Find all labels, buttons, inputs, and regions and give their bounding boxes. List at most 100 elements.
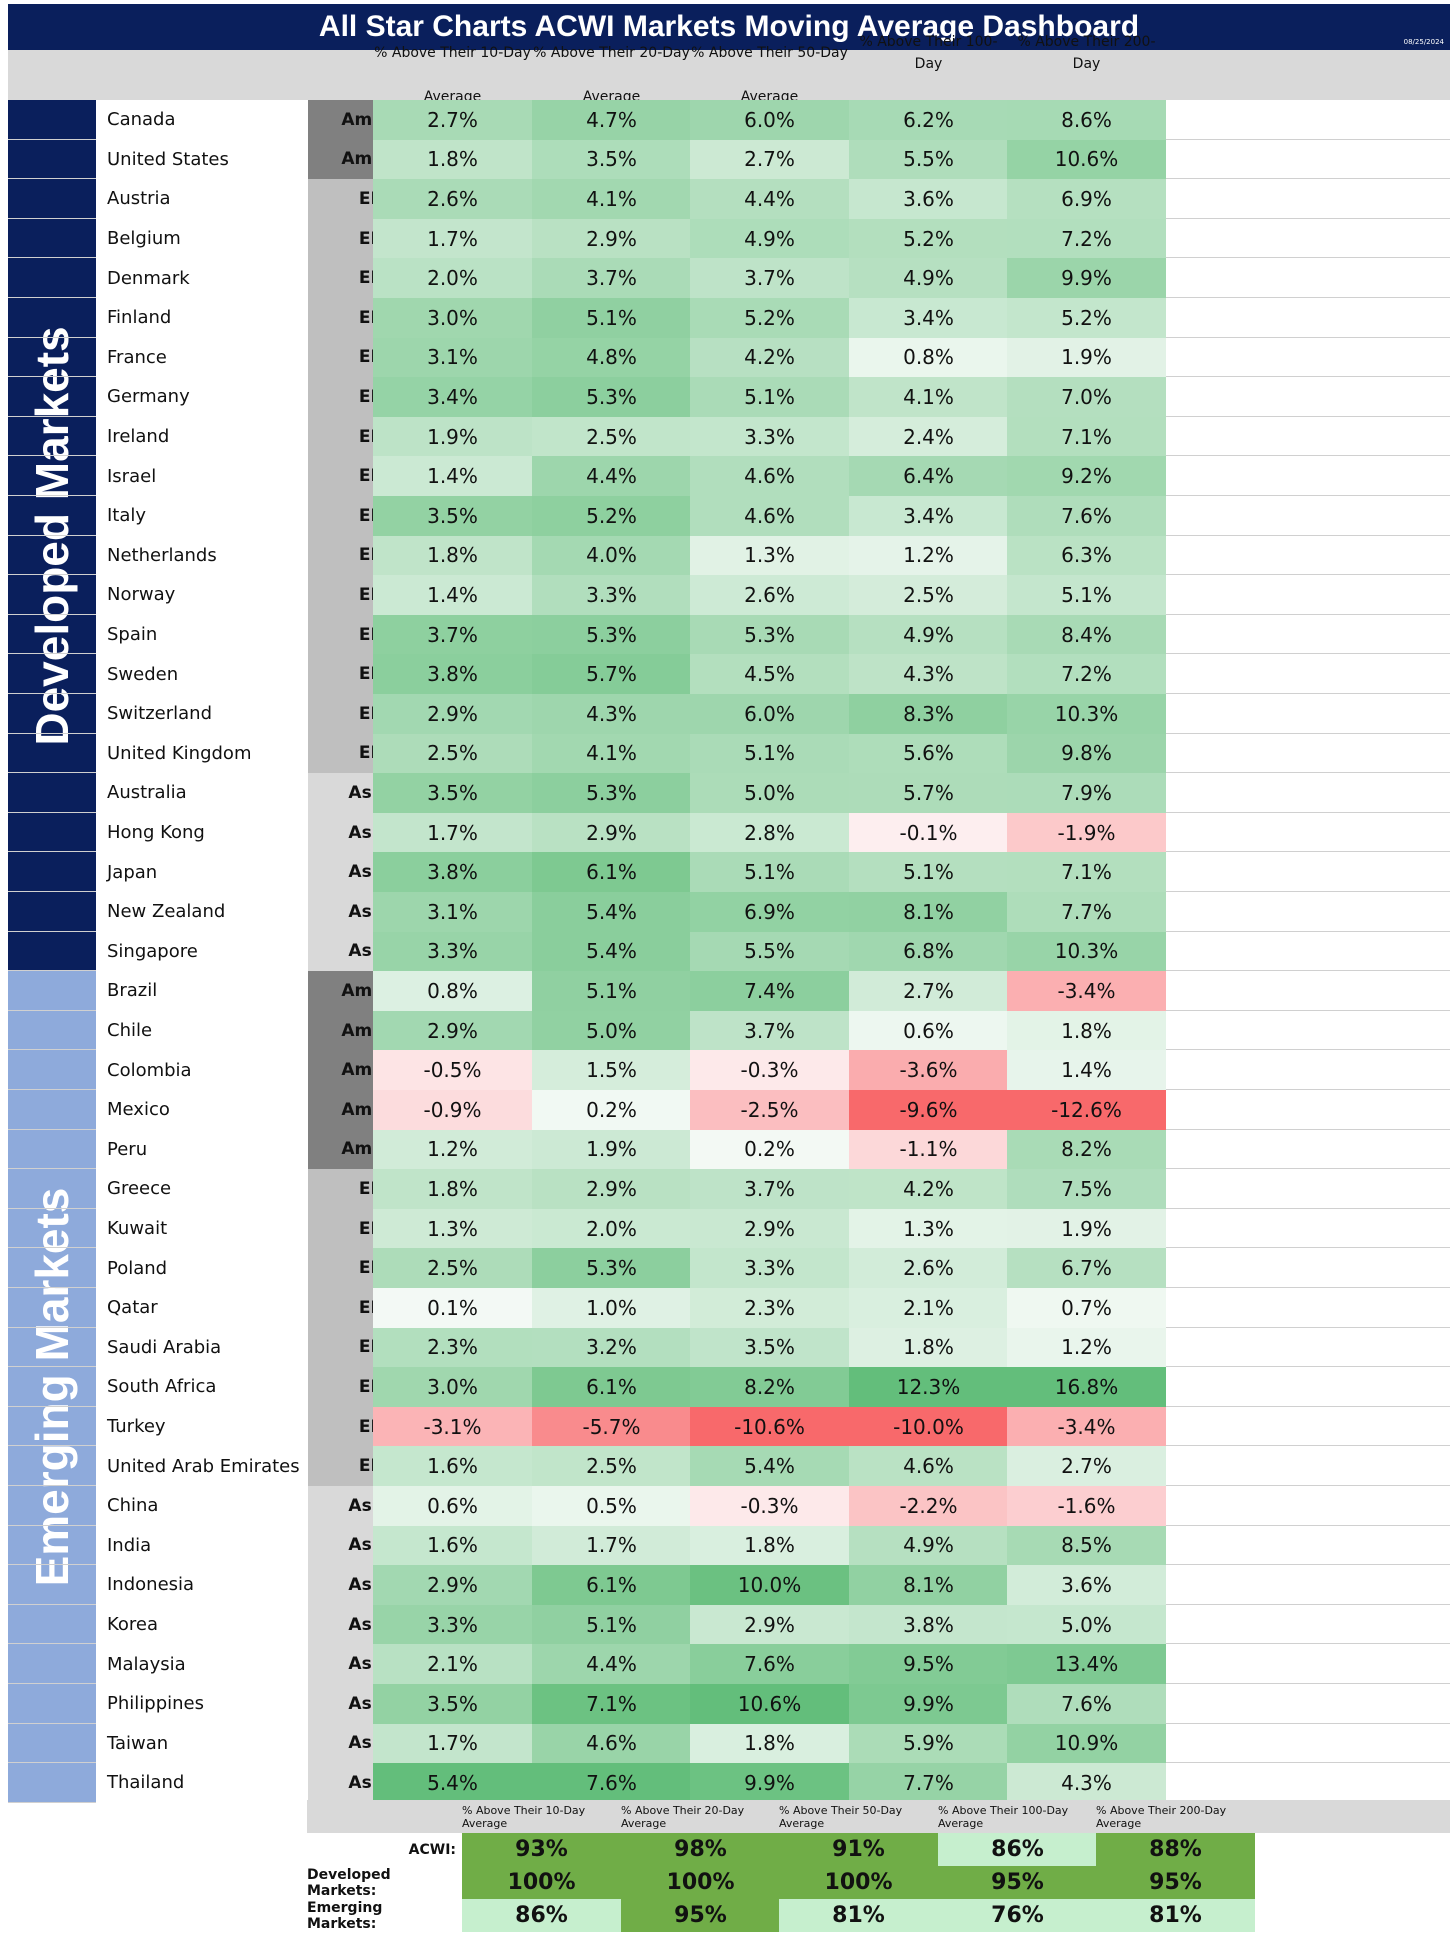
- summary-cell: 93%: [462, 1833, 621, 1866]
- data-cell: 2.6%: [849, 1248, 1008, 1288]
- table-row: MalaysiaAsiaPac2.1%4.4%7.6%9.5%13.4%: [8, 1644, 1450, 1684]
- country-name: Indonesia: [96, 1565, 316, 1605]
- country-name: Canada: [96, 100, 316, 140]
- data-cell: 3.0%: [373, 298, 532, 338]
- country-name: Hong Kong: [96, 812, 316, 853]
- data-cell: 5.0%: [1007, 1604, 1166, 1645]
- table-row: United StatesAmericas1.8%3.5%2.7%5.5%10.…: [8, 139, 1450, 180]
- country-name: Israel: [96, 456, 316, 496]
- data-cell: 1.8%: [373, 535, 532, 576]
- data-cell: 5.3%: [690, 614, 849, 655]
- data-cell: 4.6%: [849, 1446, 1008, 1486]
- country-name: Thailand: [96, 1763, 316, 1803]
- summary-header-row: % Above Their 10-Day Average % Above Thei…: [307, 1800, 1450, 1833]
- country-name: Malaysia: [96, 1644, 316, 1684]
- table-row: FranceEMEA3.1%4.8%4.2%0.8%1.9%: [8, 337, 1450, 378]
- data-cell: 3.7%: [532, 258, 691, 298]
- data-cell: 3.3%: [373, 1604, 532, 1645]
- summary-table: % Above Their 10-Day Average % Above Thei…: [307, 1800, 1450, 1935]
- table-row: AustraliaAsiaPac3.5%5.3%5.0%5.7%7.9%: [8, 773, 1450, 813]
- data-cell: -0.3%: [690, 1050, 849, 1090]
- data-cell: 4.1%: [532, 179, 691, 219]
- country-name: Belgium: [96, 218, 316, 259]
- country-name: New Zealand: [96, 892, 316, 932]
- data-cell: 6.3%: [1007, 535, 1166, 576]
- data-cell: 1.8%: [690, 1525, 849, 1566]
- data-cell: 4.3%: [1007, 1763, 1166, 1803]
- data-cell: -3.1%: [373, 1406, 532, 1447]
- data-cell: 6.9%: [1007, 179, 1166, 219]
- column-header-text: % Above Their 20-Day: [533, 45, 690, 61]
- data-cell: -3.4%: [1007, 971, 1166, 1011]
- data-cell: 5.2%: [849, 218, 1008, 259]
- data-cell: 10.0%: [690, 1565, 849, 1605]
- data-cell: -0.1%: [849, 812, 1008, 853]
- data-cell: 3.8%: [849, 1604, 1008, 1645]
- summary-cell: 95%: [938, 1866, 1097, 1899]
- data-cell: 6.2%: [849, 100, 1008, 140]
- country-name: France: [96, 337, 316, 378]
- summary-cell: 100%: [779, 1866, 938, 1899]
- data-cell: 0.5%: [532, 1486, 691, 1526]
- data-cell: 3.5%: [532, 139, 691, 180]
- country-name: United States: [96, 139, 316, 180]
- country-name: Denmark: [96, 258, 316, 298]
- data-cell: 10.9%: [1007, 1723, 1166, 1764]
- data-cell: 10.3%: [1007, 694, 1166, 734]
- summary-cell: 100%: [462, 1866, 621, 1899]
- summary-cell: 95%: [1096, 1866, 1255, 1899]
- table-row: New ZealandAsiaPac3.1%5.4%6.9%8.1%7.7%: [8, 892, 1450, 932]
- data-cell: 6.9%: [690, 892, 849, 932]
- country-name: Greece: [96, 1169, 316, 1209]
- data-cell: 9.8%: [1007, 733, 1166, 774]
- data-cell: 5.6%: [849, 733, 1008, 774]
- data-cell: 1.7%: [373, 812, 532, 853]
- data-cell: 3.3%: [373, 931, 532, 972]
- data-cell: 3.4%: [849, 496, 1008, 536]
- country-name: Germany: [96, 377, 316, 417]
- data-cell: 3.3%: [690, 1248, 849, 1288]
- data-cell: 10.6%: [1007, 139, 1166, 180]
- table-row: IndiaAsiaPac1.6%1.7%1.8%4.9%8.5%: [8, 1525, 1450, 1566]
- data-cell: 8.2%: [1007, 1129, 1166, 1170]
- data-cell: 1.7%: [373, 1723, 532, 1764]
- data-cell: 3.3%: [532, 575, 691, 615]
- country-name: Sweden: [96, 654, 316, 694]
- data-cell: 0.6%: [849, 1010, 1008, 1051]
- data-cell: 6.1%: [532, 1367, 691, 1407]
- country-name: Australia: [96, 773, 316, 813]
- data-cell: 7.2%: [1007, 218, 1166, 259]
- data-cell: 2.9%: [373, 1010, 532, 1051]
- column-header-text: % Above Their 10-Day: [374, 45, 531, 61]
- data-cell: 2.5%: [532, 1446, 691, 1486]
- country-name: Qatar: [96, 1288, 316, 1328]
- table-row: TurkeyEMEA-3.1%-5.7%-10.6%-10.0%-3.4%: [8, 1406, 1450, 1447]
- data-cell: 6.1%: [532, 852, 691, 892]
- data-cell: 3.5%: [690, 1327, 849, 1368]
- data-cell: 6.1%: [532, 1565, 691, 1605]
- table-row: CanadaAmericas2.7%4.7%6.0%6.2%8.6%: [8, 100, 1450, 140]
- data-cell: 2.6%: [373, 179, 532, 219]
- data-cell: 13.4%: [1007, 1644, 1166, 1684]
- table-row: NorwayEMEA1.4%3.3%2.6%2.5%5.1%: [8, 575, 1450, 615]
- data-cell: 7.7%: [1007, 892, 1166, 932]
- data-cell: -5.7%: [532, 1406, 691, 1447]
- country-name: Spain: [96, 614, 316, 655]
- summary-cell: 95%: [621, 1899, 780, 1932]
- summary-cell: 86%: [938, 1833, 1097, 1866]
- table-row: MexicoAmericas-0.9%0.2%-2.5%-9.6%-12.6%: [8, 1090, 1450, 1130]
- data-cell: 2.5%: [373, 1248, 532, 1288]
- table-row: ChinaAsiaPac0.6%0.5%-0.3%-2.2%-1.6%: [8, 1486, 1450, 1526]
- summary-row: Developed Markets: 100% 100% 100% 95% 95%: [307, 1866, 1450, 1899]
- data-cell: 5.9%: [849, 1723, 1008, 1764]
- data-cell: 1.8%: [373, 1169, 532, 1209]
- data-cell: 2.7%: [690, 139, 849, 180]
- data-cell: 5.5%: [690, 931, 849, 972]
- table-row: United Arab EmiratesEMEA1.6%2.5%5.4%4.6%…: [8, 1446, 1450, 1486]
- data-cell: 2.9%: [373, 694, 532, 734]
- data-cell: 3.7%: [690, 1169, 849, 1209]
- data-cell: 4.4%: [690, 179, 849, 219]
- data-cell: 9.5%: [849, 1644, 1008, 1684]
- data-cell: 1.3%: [849, 1208, 1008, 1249]
- table-row: Hong KongAsiaPac1.7%2.9%2.8%-0.1%-1.9%: [8, 812, 1450, 853]
